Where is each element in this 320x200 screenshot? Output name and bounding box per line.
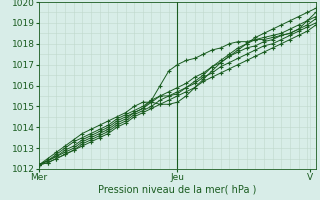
X-axis label: Pression niveau de la mer( hPa ): Pression niveau de la mer( hPa ): [98, 185, 257, 195]
